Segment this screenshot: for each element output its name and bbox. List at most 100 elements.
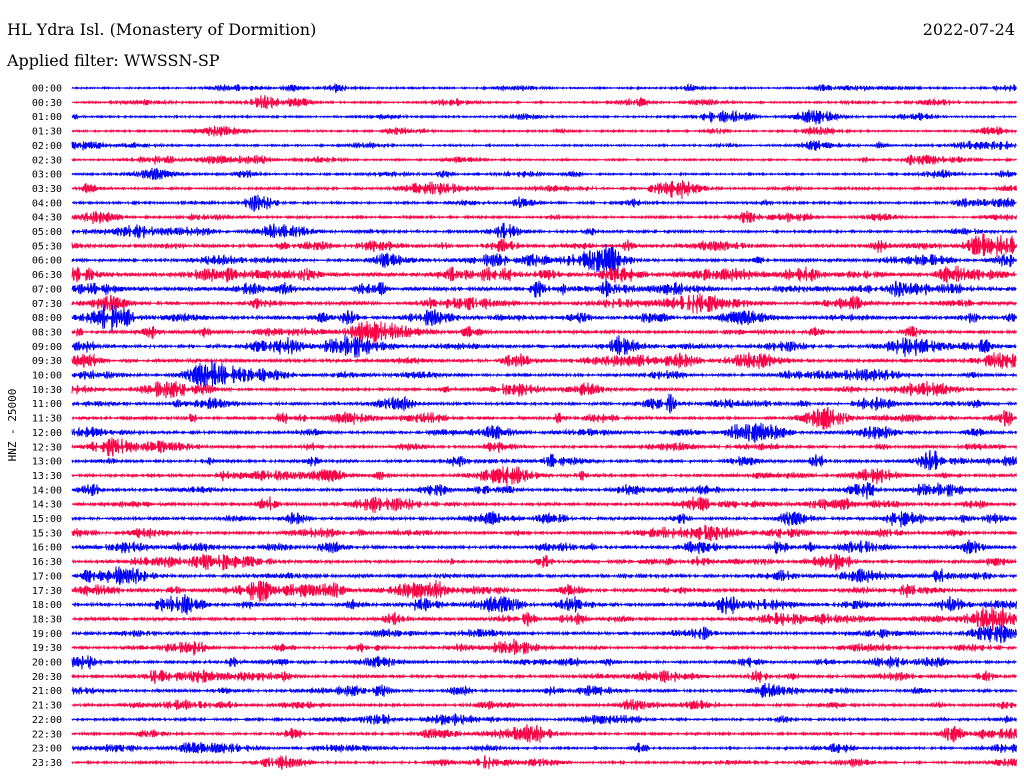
row-time-label: 23:30 [32,758,62,769]
trace-row [71,539,1017,555]
row-time-label: 10:00 [32,371,62,382]
trace-row [71,755,1017,770]
trace-row [71,222,1017,239]
row-time-label: 00:00 [32,84,62,95]
trace-row [71,352,1017,370]
row-time-label: 21:00 [32,686,62,697]
trace-row [71,265,1017,284]
row-time-label: 12:30 [32,442,62,453]
trace-row [71,82,1017,93]
row-time-label: 23:00 [32,744,62,755]
station-title: HL Ydra Isl. (Monastery of Dormition) [7,20,317,39]
row-time-label: 21:30 [32,701,62,712]
row-time-label: 05:30 [32,241,62,252]
trace-row [71,511,1017,528]
trace-row [71,437,1017,457]
trace-row [71,233,1017,258]
trace-row [71,179,1017,200]
row-time-label: 17:00 [32,571,62,582]
row-time-label: 01:00 [32,112,62,123]
row-time-label: 16:00 [32,543,62,554]
trace-row [71,422,1017,444]
trace-row [71,244,1017,277]
row-time-label: 10:30 [32,385,62,396]
row-time-label: 08:30 [32,327,62,338]
row-time-label: 08:00 [32,313,62,324]
row-time-label: 06:30 [32,270,62,281]
row-time-label: 18:30 [32,614,62,625]
trace-row [71,380,1017,399]
date-label: 2022-07-24 [922,20,1015,39]
trace-row [71,154,1017,166]
row-time-label: 22:00 [32,715,62,726]
trace-row [71,95,1017,110]
row-time-label: 13:00 [32,457,62,468]
row-time-label: 19:00 [32,629,62,640]
trace-row [71,605,1017,632]
trace-row [71,482,1017,500]
trace-row [71,594,1017,615]
trace-row [71,669,1017,684]
trace-row [71,140,1017,151]
trace-row [71,466,1017,487]
trace-row [71,655,1017,670]
row-time-label: 20:30 [32,672,62,683]
row-time-label: 09:00 [32,342,62,353]
trace-row [71,524,1017,542]
row-time-label: 02:00 [32,141,62,152]
trace-row [71,109,1017,125]
trace-row [71,496,1017,514]
row-time-label: 19:30 [32,643,62,654]
trace-row [71,393,1017,415]
trace-row [71,712,1017,726]
trace-row [72,194,1017,212]
row-time-label: 14:00 [32,485,62,496]
row-time-label: 16:30 [32,557,62,568]
row-time-label: 03:00 [32,170,62,181]
trace-row [71,406,1017,430]
trace-row [71,303,1017,334]
trace-row [71,741,1017,754]
trace-row [71,210,1017,225]
row-time-label: 02:30 [32,155,62,166]
row-time-label: 04:30 [32,213,62,224]
trace-row [71,450,1017,471]
y-axis-label: HNZ - 25000 [6,389,19,462]
trace-rows: 00:00 00:30 01:00 01:30 02:00 02:30 03:00 03:30… [32,82,1017,770]
trace-row [71,638,1017,656]
trace-row [71,566,1017,585]
row-time-label: 15:00 [32,514,62,525]
trace-row [71,278,1017,298]
row-time-label: 01:30 [32,127,62,138]
row-time-label: 11:00 [32,399,62,410]
filter-label: Applied filter: WWSSN-SP [7,51,220,70]
row-time-label: 00:30 [32,98,62,109]
trace-row [71,334,1017,358]
trace-row [71,320,1017,345]
trace-row [71,579,1017,603]
header: HL Ydra Isl. (Monastery of Dormition) Ap… [0,0,1024,80]
trace-row [71,724,1017,743]
row-time-label: 18:00 [32,600,62,611]
row-time-label: 14:30 [32,500,62,511]
trace-row [71,683,1017,698]
row-time-label: 07:30 [32,299,62,310]
row-time-label: 06:00 [32,256,62,267]
trace-row [71,124,1017,137]
row-time-label: 11:30 [32,414,62,425]
row-time-label: 04:00 [32,198,62,209]
trace-row [71,553,1017,571]
row-time-label: 03:30 [32,184,62,195]
row-time-label: 05:00 [32,227,62,238]
row-time-label: 13:30 [32,471,62,482]
trace-row [71,293,1017,314]
row-time-label: 20:00 [32,658,62,669]
row-time-label: 17:30 [32,586,62,597]
trace-row [71,167,1017,181]
row-time-label: 15:30 [32,528,62,539]
row-time-label: 09:30 [32,356,62,367]
row-time-label: 12:00 [32,428,62,439]
trace-row [71,359,1017,389]
trace-row [71,623,1017,644]
